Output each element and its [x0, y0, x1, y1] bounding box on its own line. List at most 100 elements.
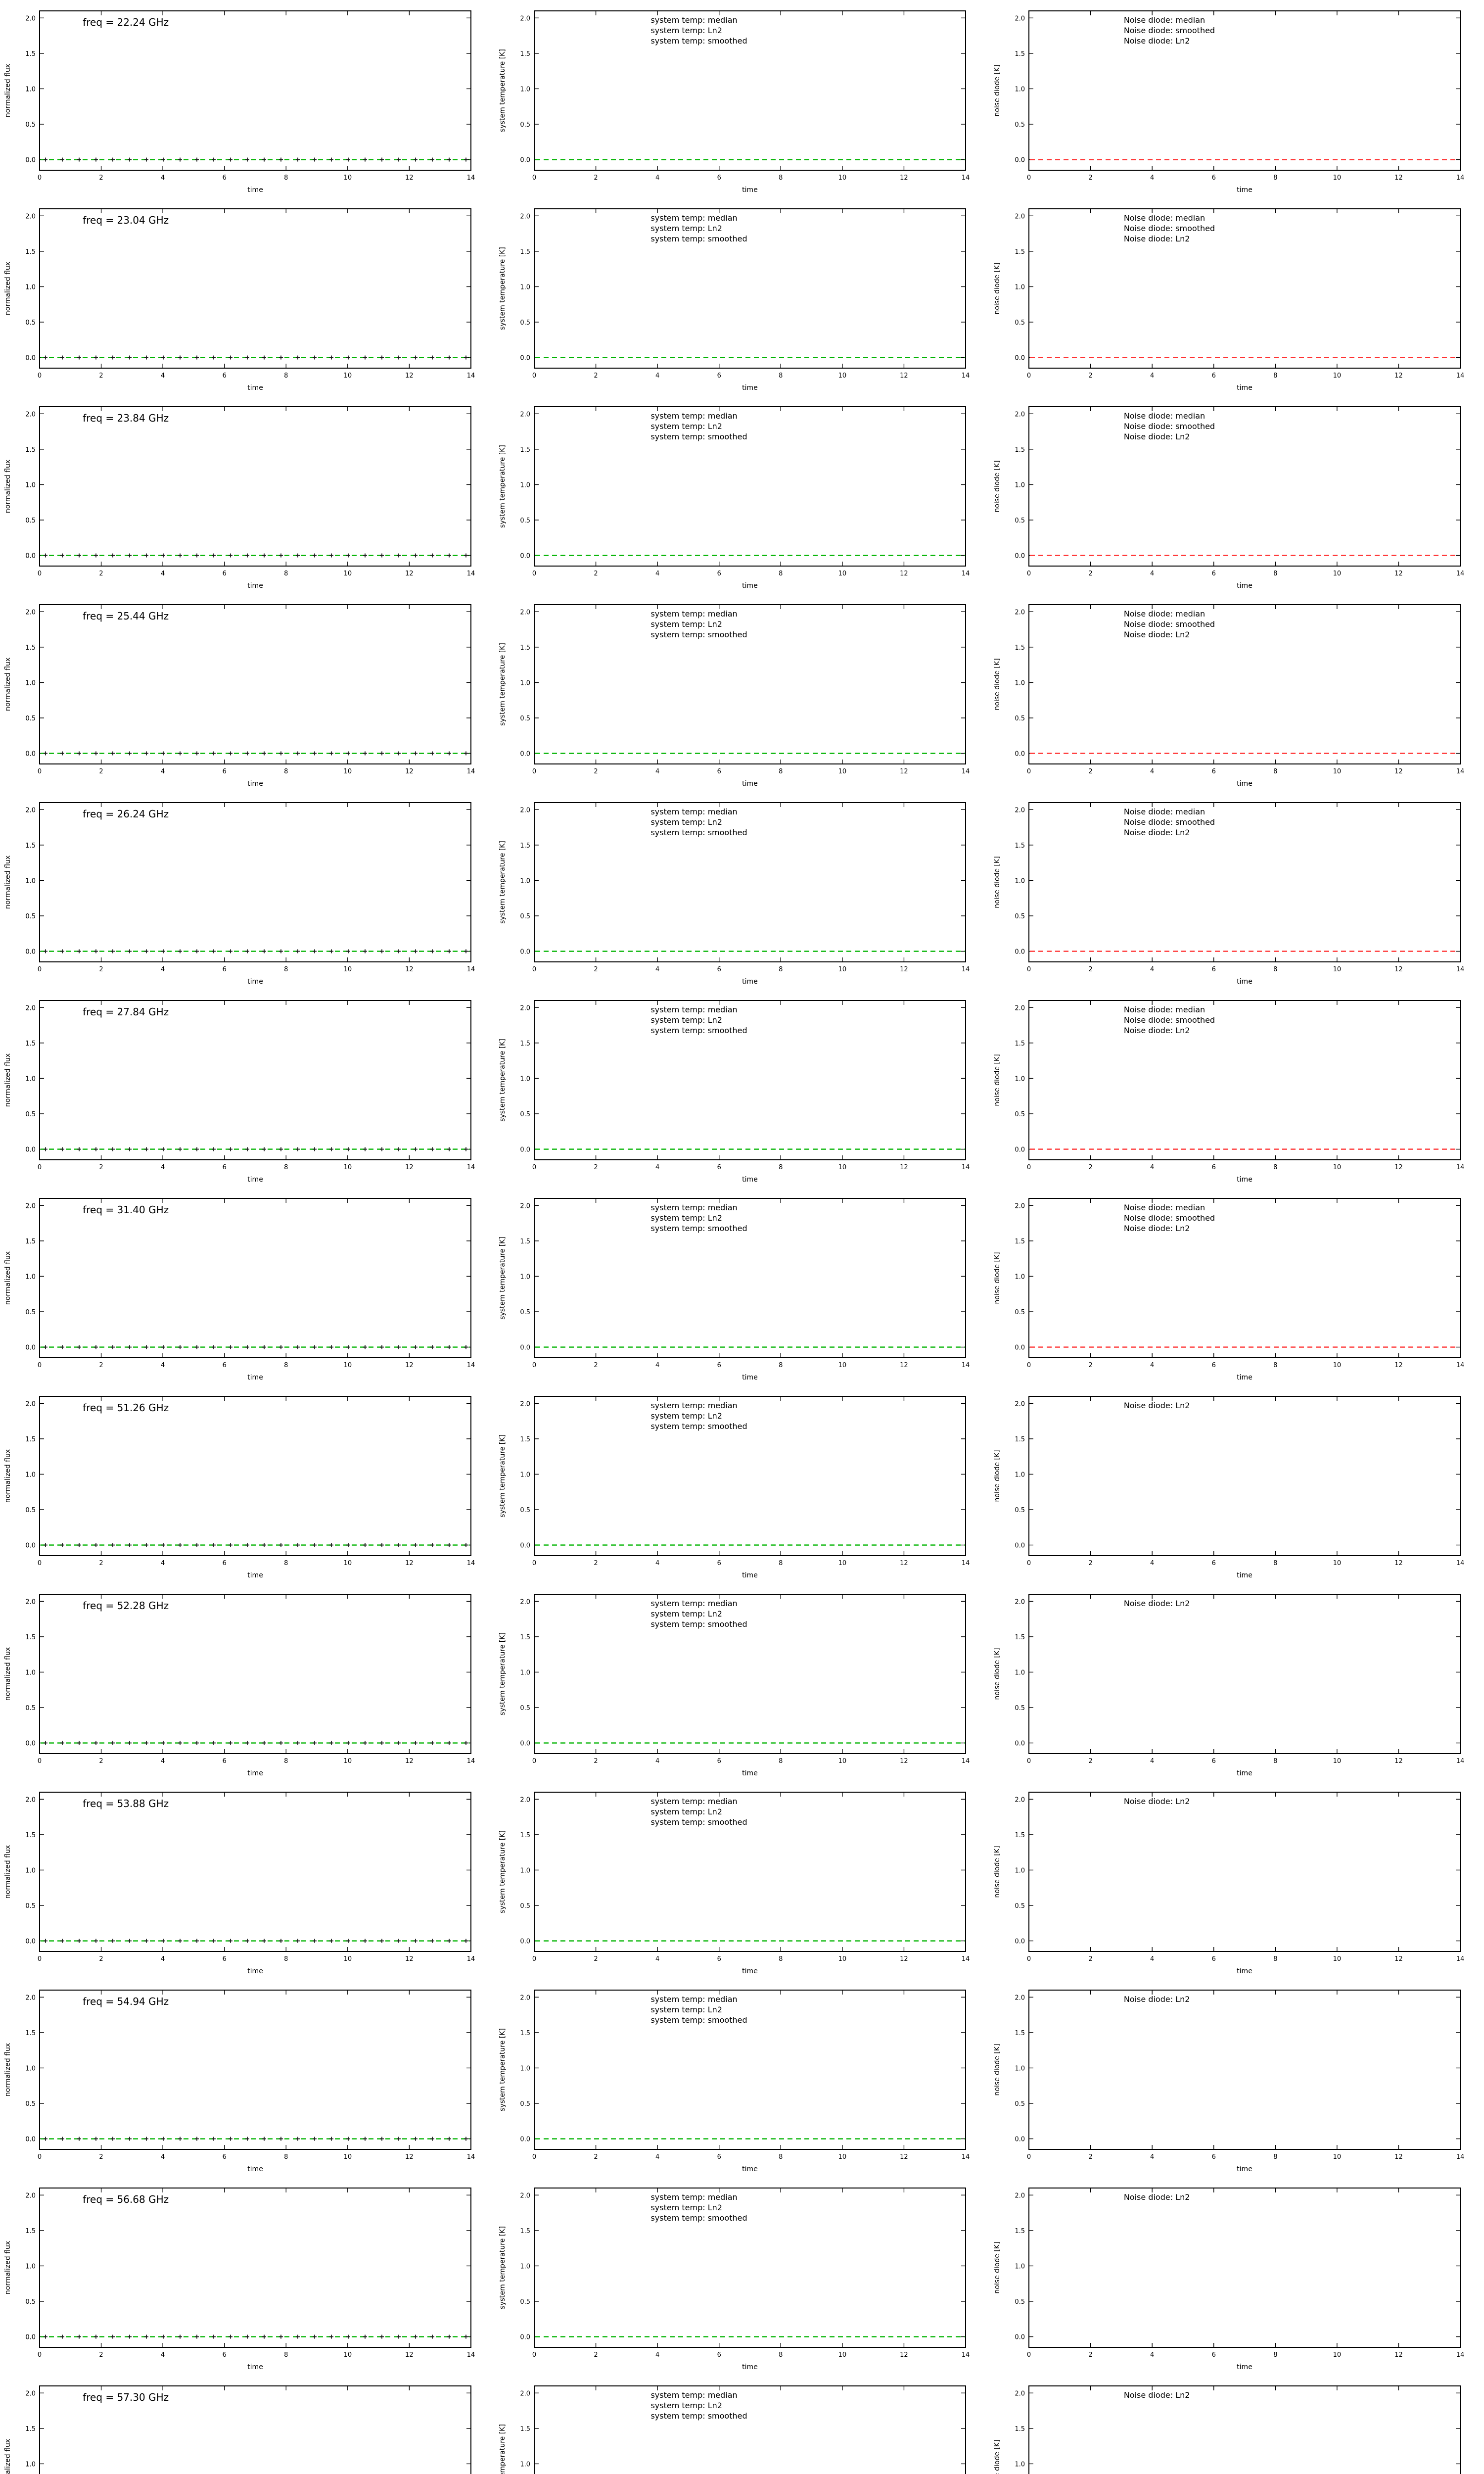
- x-tick-label: 10: [838, 1560, 847, 1567]
- chart-noise-row6: 0 2 4 6 8 10 12 14 0.0 0.5 1.0 1.5 2.0 noise diode [K…: [993, 1000, 1464, 1184]
- x-tick-label: 0: [532, 768, 536, 775]
- x-axis-label: time: [742, 1176, 758, 1184]
- legend-entry: Noise diode: smoothed: [1124, 817, 1215, 827]
- chart-flux-row5: 0 2 4 6 8 10 12 14 0.0 0.5 1.0 1.5 2.0 normalized flu…: [4, 802, 475, 986]
- x-tick-label: 14: [962, 2351, 970, 2359]
- x-tick-label: 2: [1088, 1560, 1092, 1567]
- x-tick-label: 12: [1394, 372, 1403, 380]
- x-tick-label: 12: [1394, 768, 1403, 775]
- x-tick-label: 14: [467, 372, 475, 380]
- legend-entry: system temp: smoothed: [650, 2213, 747, 2223]
- x-axis-label: time: [742, 1967, 758, 1975]
- y-tick-label: 2.0: [25, 1400, 36, 1408]
- legend-entry: Noise diode: median: [1124, 1005, 1205, 1014]
- freq-title: freq = 56.68 GHz: [83, 2193, 169, 2205]
- y-tick-label: 0.5: [1015, 1111, 1025, 1118]
- x-tick-label: 10: [838, 372, 847, 380]
- y-tick-label: 0.5: [1015, 1309, 1025, 1316]
- y-tick-label: 1.0: [1015, 481, 1025, 489]
- x-tick-label: 14: [1456, 372, 1465, 380]
- legend-entry: system temp: smoothed: [650, 1817, 747, 1827]
- plot-frame: [1028, 1000, 1461, 1160]
- y-tick-label: 0.5: [25, 1507, 36, 1514]
- y-axis-label: system temperature [K]: [499, 1830, 507, 1913]
- x-tick-label: 14: [467, 2351, 475, 2359]
- x-tick-label: 8: [284, 372, 288, 380]
- x-tick-label: 2: [99, 1758, 103, 1765]
- plot-panel-systemp-row7: 0 2 4 6 8 10 12 14 0.0 0.5 1.0 1.5 2.0 system tempera…: [495, 1188, 989, 1385]
- y-tick-label: 1.0: [1015, 877, 1025, 885]
- x-tick-label: 6: [717, 570, 721, 577]
- y-tick-label: 1.0: [25, 481, 36, 489]
- y-tick-label: 1.5: [520, 1832, 530, 1839]
- x-tick-label: 12: [1394, 174, 1403, 182]
- y-tick-label: 2.0: [1015, 2192, 1025, 2199]
- y-tick-label: 0.5: [1015, 2298, 1025, 2306]
- x-axis-label: time: [742, 2165, 758, 2173]
- y-tick-label: 1.0: [25, 1669, 36, 1676]
- y-tick-label: 2.0: [520, 1598, 530, 1606]
- x-tick-label: 10: [344, 966, 352, 973]
- freq-title: freq = 22.24 GHz: [83, 16, 169, 28]
- x-tick-label: 12: [900, 1560, 908, 1567]
- x-tick-label: 8: [779, 966, 783, 973]
- x-tick-label: 8: [1273, 372, 1277, 380]
- y-axis-label: noise diode [K]: [993, 1846, 1001, 1898]
- x-tick-label: 6: [717, 1560, 721, 1567]
- x-tick-label: 6: [717, 1164, 721, 1171]
- y-axis-label: noise diode [K]: [993, 1054, 1001, 1106]
- y-tick-label: 0.0: [25, 553, 36, 560]
- plot-panel-flux-row7: 0 2 4 6 8 10 12 14 0.0 0.5 1.0 1.5 2.0 normalized flu…: [0, 1188, 495, 1385]
- legend-entry: Noise diode: Ln2: [1124, 828, 1190, 837]
- legend-entry: Noise diode: smoothed: [1124, 1015, 1215, 1025]
- x-tick-label: 6: [223, 966, 227, 973]
- y-tick-label: 2.0: [25, 1796, 36, 1804]
- x-tick-label: 2: [1088, 1758, 1092, 1765]
- x-tick-label: 0: [532, 1164, 536, 1171]
- y-tick-label: 0.0: [520, 553, 530, 560]
- y-axis-label: system temperature [K]: [499, 445, 507, 528]
- chart-noise-row12: 0 2 4 6 8 10 12 14 0.0 0.5 1.0 1.5 2.0 noise diode [K…: [993, 2188, 1464, 2371]
- plot-frame: [1028, 1594, 1461, 1754]
- y-tick-label: 2.0: [25, 2390, 36, 2397]
- x-tick-label: 8: [284, 1758, 288, 1765]
- plot-panel-noise-row7: 0 2 4 6 8 10 12 14 0.0 0.5 1.0 1.5 2.0 noise diode [K…: [989, 1188, 1484, 1385]
- legend-entry: Noise diode: smoothed: [1124, 422, 1215, 431]
- x-tick-label: 2: [99, 768, 103, 775]
- x-tick-label: 12: [405, 2351, 414, 2359]
- chart-flux-row8: 0 2 4 6 8 10 12 14 0.0 0.5 1.0 1.5 2.0 normalized flu…: [4, 1396, 475, 1579]
- y-tick-label: 1.0: [520, 86, 530, 93]
- y-tick-label: 0.0: [520, 1740, 530, 1748]
- legend-entry: system temp: Ln2: [650, 1807, 722, 1816]
- x-tick-label: 4: [161, 1758, 165, 1765]
- y-tick-label: 2.0: [520, 2390, 530, 2397]
- x-tick-label: 2: [99, 966, 103, 973]
- x-tick-label: 14: [1456, 174, 1465, 182]
- y-tick-label: 0.0: [1015, 1938, 1025, 1946]
- x-tick-label: 4: [161, 1560, 165, 1567]
- plot-panel-noise-row5: 0 2 4 6 8 10 12 14 0.0 0.5 1.0 1.5 2.0 noise diode [K…: [989, 792, 1484, 990]
- x-tick-label: 8: [284, 768, 288, 775]
- x-tick-label: 6: [1212, 2351, 1216, 2359]
- x-tick-label: 2: [1088, 372, 1092, 380]
- y-tick-label: 0.5: [1015, 913, 1025, 920]
- chart-noise-row7: 0 2 4 6 8 10 12 14 0.0 0.5 1.0 1.5 2.0 noise diode [K…: [993, 1198, 1464, 1381]
- y-tick-label: 1.0: [520, 1273, 530, 1281]
- y-tick-label: 1.0: [520, 1075, 530, 1083]
- y-tick-label: 2.0: [1015, 609, 1025, 616]
- y-tick-label: 0.5: [25, 715, 36, 722]
- y-axis-label: system temperature [K]: [499, 841, 507, 924]
- x-axis-label: time: [1237, 1769, 1252, 1777]
- x-tick-label: 8: [284, 2153, 288, 2161]
- x-tick-label: 0: [1027, 570, 1031, 577]
- plot-panel-systemp-row6: 0 2 4 6 8 10 12 14 0.0 0.5 1.0 1.5 2.0 system tempera…: [495, 990, 989, 1188]
- legend-entry: system temp: smoothed: [650, 36, 747, 46]
- chart-systemp-row1: 0 2 4 6 8 10 12 14 0.0 0.5 1.0 1.5 2.0 system tempera…: [499, 10, 970, 194]
- plot-panel-flux-row12: 0 2 4 6 8 10 12 14 0.0 0.5 1.0 1.5 2.0 normalized flu…: [0, 2177, 495, 2375]
- x-tick-label: 12: [900, 1955, 908, 1963]
- x-tick-label: 6: [1212, 768, 1216, 775]
- x-tick-label: 6: [223, 1955, 227, 1963]
- y-axis-label: normalized flux: [4, 1647, 12, 1701]
- x-tick-label: 0: [1027, 1955, 1031, 1963]
- x-tick-label: 14: [962, 1955, 970, 1963]
